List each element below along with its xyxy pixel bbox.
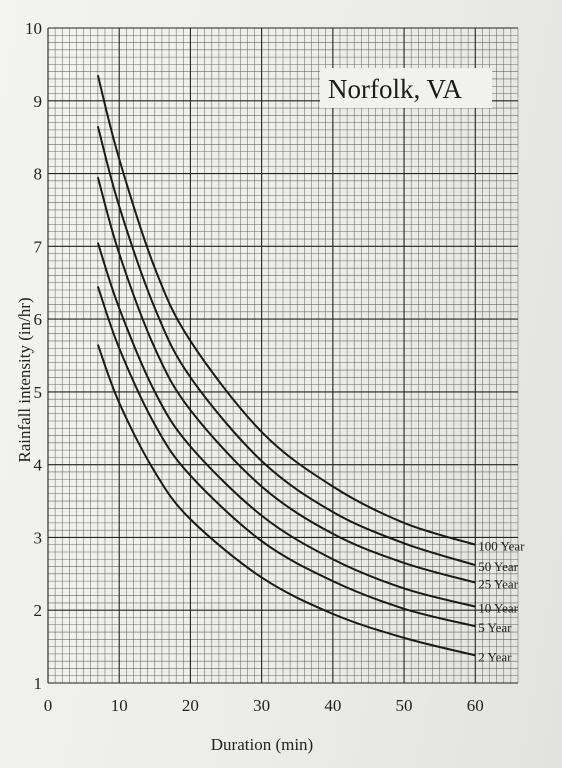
series-label-25-year: 25 Year (478, 577, 518, 592)
series-line-2-year (96, 344, 476, 657)
chart-title: Norfolk, VA (328, 74, 463, 104)
y-tick-labels: 1 2 3 4 5 6 7 8 9 10 (25, 19, 43, 693)
x-tick-label: 10 (111, 696, 128, 715)
series-line-50-year (96, 125, 476, 567)
y-tick-label: 6 (34, 310, 43, 329)
y-tick-label: 2 (34, 601, 43, 620)
y-tick-label: 3 (34, 528, 43, 547)
series-label-100-year: 100 Year (478, 539, 525, 554)
y-tick-label: 7 (34, 237, 43, 256)
y-tick-label: 10 (25, 19, 42, 38)
series-label-5-year: 5 Year (478, 620, 512, 635)
series-line-25-year (96, 176, 476, 584)
y-tick-label: 8 (34, 165, 43, 184)
x-tick-label: 30 (253, 696, 270, 715)
x-axis-title: Duration (min) (211, 735, 313, 754)
series-label-2-year: 2 Year (478, 649, 512, 664)
x-tick-labels: 0 10 20 30 40 50 60 (44, 696, 484, 715)
x-tick-label: 60 (467, 696, 484, 715)
series-label-10-year: 10 Year (478, 601, 518, 616)
y-tick-label: 1 (34, 674, 43, 693)
y-tick-label: 4 (34, 456, 43, 475)
series-label-50-year: 50 Year (478, 559, 518, 574)
major-grid (47, 27, 518, 684)
series-line-10-year (96, 242, 476, 608)
title-background (320, 68, 492, 108)
curves (96, 75, 476, 657)
series-line-100-year (96, 75, 476, 546)
series-line-5-year (96, 286, 476, 628)
x-tick-label: 20 (182, 696, 199, 715)
y-tick-label: 9 (34, 92, 43, 111)
x-tick-label: 0 (44, 696, 53, 715)
y-tick-label: 5 (34, 383, 43, 402)
y-axis-title: Rainfall intensity (in/hr) (15, 297, 34, 462)
x-tick-label: 40 (324, 696, 341, 715)
minor-grid (48, 28, 519, 683)
curve-labels: 2 Year 5 Year 10 Year 25 Year 50 Year 100 Yea… (478, 539, 525, 665)
x-tick-label: 50 (396, 696, 413, 715)
